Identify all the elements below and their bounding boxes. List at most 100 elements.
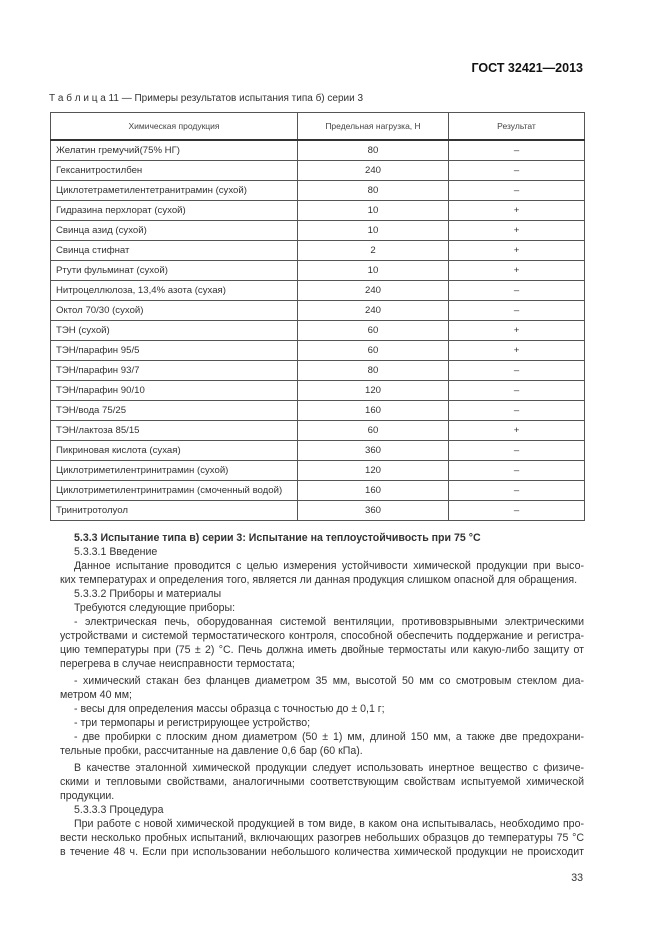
result-cell: – [448, 160, 585, 181]
result-cell: – [448, 139, 585, 161]
document-id: ГОСТ 32421—2013 [471, 61, 583, 75]
table-row: Октол 70/30 (сухой) 240– [50, 300, 585, 321]
result-cell: + [448, 420, 585, 441]
table-row: ТЭН/вода 75/25 160– [50, 400, 585, 421]
load-cell: 120 [297, 460, 449, 481]
table-row: Ртути фульминат (сухой) 10 + [50, 260, 585, 281]
table-row: Циклотриметилентринитрамин (смоченный во… [50, 480, 585, 501]
text-line: 5.3.3.3 Процедура [74, 804, 164, 816]
table-row: Свинца азид (сухой) 10 + [50, 220, 585, 241]
text-line: в течение 48 ч. Если при использовании н… [60, 846, 584, 858]
product-cell: Циклотриметилентринитрамин (смоченный во… [50, 480, 298, 501]
column-header: Химическая продукция [50, 112, 298, 141]
result-cell: – [448, 480, 585, 501]
column-header: Результат [448, 112, 585, 141]
product-cell: Свинца стифнат [50, 240, 298, 261]
product-cell: Октол 70/30 (сухой) [50, 300, 298, 321]
product-cell: ТЭН/парафин 90/10 [50, 380, 298, 401]
text-line: - весы для определения массы образца с т… [74, 703, 385, 715]
load-cell: 10 [297, 260, 449, 281]
body-text: 5.3.3 Испытание типа в) серии 3: Испытан… [60, 531, 584, 859]
load-cell: 240 [297, 160, 449, 181]
product-cell: Пикриновая кислота (сухая) [50, 440, 298, 461]
section-heading: 5.3.3 Испытание типа в) серии 3: Испытан… [74, 532, 481, 544]
table-row: ТЭН/парафин 95/5 60 + [50, 340, 585, 361]
load-cell: 240 [297, 280, 449, 301]
text-line: тельные пробки, рассчитанные на давление… [60, 745, 363, 757]
product-cell: Гидразина перхлорат (сухой) [50, 200, 298, 221]
table-row: ТЭН (сухой) 60 + [50, 320, 585, 341]
load-cell: 80 [297, 180, 449, 201]
table-row: ТЭН/лактоза 85/15 60 + [50, 420, 585, 441]
text-line: - три термопары и регистрирующее устройс… [74, 717, 311, 729]
table-row: ТЭН/парафин 93/7 80– [50, 360, 585, 381]
load-cell: 2 [297, 240, 449, 261]
result-cell: + [448, 220, 585, 241]
result-cell: + [448, 260, 585, 281]
result-cell: – [448, 300, 585, 321]
text-line: перегрева в случае неисправности термост… [60, 658, 295, 670]
load-cell: 80 [297, 139, 449, 161]
results-table: Химическая продукция Предельная нагрузка… [50, 112, 585, 521]
table-row: Пикриновая кислота (сухая) 360– [50, 440, 585, 461]
text-line: вести несколько пробных испытаний, включ… [60, 832, 584, 844]
table-row: Циклотетраметилентетранитрамин (сухой) 80… [50, 180, 585, 201]
text-line: В качестве эталонной химической продукци… [74, 762, 584, 774]
result-cell: – [448, 280, 585, 301]
page-number: 33 [571, 872, 583, 884]
load-cell: 60 [297, 340, 449, 361]
text-line: ких температурах и определения того, явл… [60, 574, 578, 586]
table-row: Желатин гремучий(75% НГ) 80– [50, 139, 585, 161]
table-header-row: Химическая продукция Предельная нагрузка… [50, 112, 585, 141]
load-cell: 10 [297, 200, 449, 221]
table-row: Гексанитростилбен 240– [50, 160, 585, 181]
text-line: - две пробирки с плоским дном диаметром … [74, 731, 584, 743]
table-row: Нитроцеллюлоза, 13,4% азота (сухая) 240– [50, 280, 585, 301]
product-cell: Гексанитростилбен [50, 160, 298, 181]
product-cell: ТЭН/парафин 95/5 [50, 340, 298, 361]
text-line: - электрическая печь, оборудованная сист… [74, 616, 584, 628]
text-line: При работе с новой химической продукцией… [74, 818, 584, 830]
table-row: ТЭН/парафин 90/10 120– [50, 380, 585, 401]
load-cell: 160 [297, 400, 449, 421]
table-row: Свинца стифнат 2 + [50, 240, 585, 261]
text-line: 5.3.3.1 Введение [74, 546, 158, 558]
result-cell: + [448, 340, 585, 361]
result-cell: + [448, 320, 585, 341]
load-cell: 10 [297, 220, 449, 241]
product-cell: Свинца азид (сухой) [50, 220, 298, 241]
product-cell: ТЭН/лактоза 85/15 [50, 420, 298, 441]
result-cell: – [448, 500, 585, 521]
text-line: устройствами и системой термостатическог… [60, 630, 584, 642]
result-cell: – [448, 180, 585, 201]
result-cell: – [448, 460, 585, 481]
text-line: - химический стакан без фланцев диаметро… [74, 675, 584, 687]
text-line: Требуются следующие приборы: [74, 602, 236, 614]
text-line: Данное испытание проводится с целью изме… [74, 560, 584, 572]
result-cell: – [448, 400, 585, 421]
table-row: Циклотриметилентринитрамин (сухой) 120– [50, 460, 585, 481]
product-cell: ТЭН/парафин 93/7 [50, 360, 298, 381]
product-cell: ТЭН (сухой) [50, 320, 298, 341]
table-row: Гидразина перхлорат (сухой) 10 + [50, 200, 585, 221]
load-cell: 360 [297, 500, 449, 521]
product-cell: Ртути фульминат (сухой) [50, 260, 298, 281]
load-cell: 60 [297, 320, 449, 341]
load-cell: 160 [297, 480, 449, 501]
product-cell: Желатин гремучий(75% НГ) [50, 139, 298, 161]
text-line: метром 40 мм; [60, 689, 132, 701]
load-cell: 360 [297, 440, 449, 461]
product-cell: Нитроцеллюлоза, 13,4% азота (сухая) [50, 280, 298, 301]
load-cell: 60 [297, 420, 449, 441]
table-row: Тринитротолуол 360– [50, 500, 585, 521]
text-line: продукции. [60, 790, 115, 802]
result-cell: + [448, 240, 585, 261]
table-caption: Т а б л и ц а 11 — Примеры результатов и… [49, 93, 364, 104]
product-cell: Циклотриметилентринитрамин (сухой) [50, 460, 298, 481]
text-line: скими и тепловыми свойствами, аналогичны… [60, 776, 584, 788]
result-cell: – [448, 380, 585, 401]
load-cell: 120 [297, 380, 449, 401]
product-cell: ТЭН/вода 75/25 [50, 400, 298, 421]
product-cell: Тринитротолуол [50, 500, 298, 521]
result-cell: – [448, 360, 585, 381]
